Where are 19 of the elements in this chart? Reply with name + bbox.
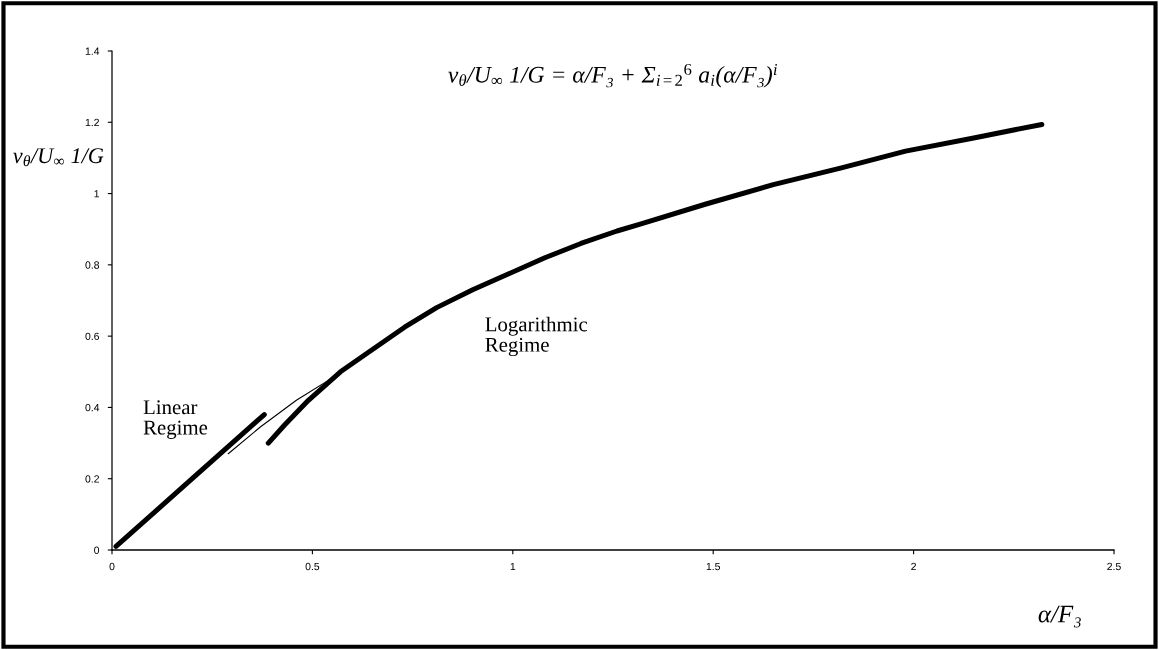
- y-tick-label: 0.6: [85, 332, 100, 341]
- y-tick-label: 0.8: [85, 261, 100, 269]
- x-tick-label: 2.5: [1107, 562, 1121, 571]
- x-axis-title: α/F₃: [1038, 605, 1081, 628]
- x-tick-label: 2: [911, 562, 916, 571]
- y-tick-label: 1.4: [85, 47, 100, 55]
- y-tick-label: 1: [94, 190, 99, 198]
- x-tick-label: 0.5: [305, 562, 320, 571]
- y-tick-label: 0: [94, 546, 100, 554]
- x-tick-label: 1.5: [706, 562, 720, 571]
- x-tick-label: 1: [510, 562, 516, 571]
- x-tick-label: 0: [109, 562, 115, 571]
- y-tick-label: 0.2: [85, 475, 99, 483]
- annotation: Logarithmic Regime: [485, 316, 588, 357]
- annotation: Linear Regime: [143, 400, 208, 439]
- y-tick-label: 0.4: [85, 403, 100, 412]
- y-axis-title: v$_{θ}$/U$_{∞}$ 1/G: [13, 148, 104, 167]
- chart-title: v$_{θ}$/U$_{∞}$ 1/G = α/F₃ + Σ$_{i=2}$$^{6}$ a$_{i}$(α/F₃)$^{i}$: [448, 63, 778, 88]
- y-tick-label: 1.2: [85, 118, 99, 127]
